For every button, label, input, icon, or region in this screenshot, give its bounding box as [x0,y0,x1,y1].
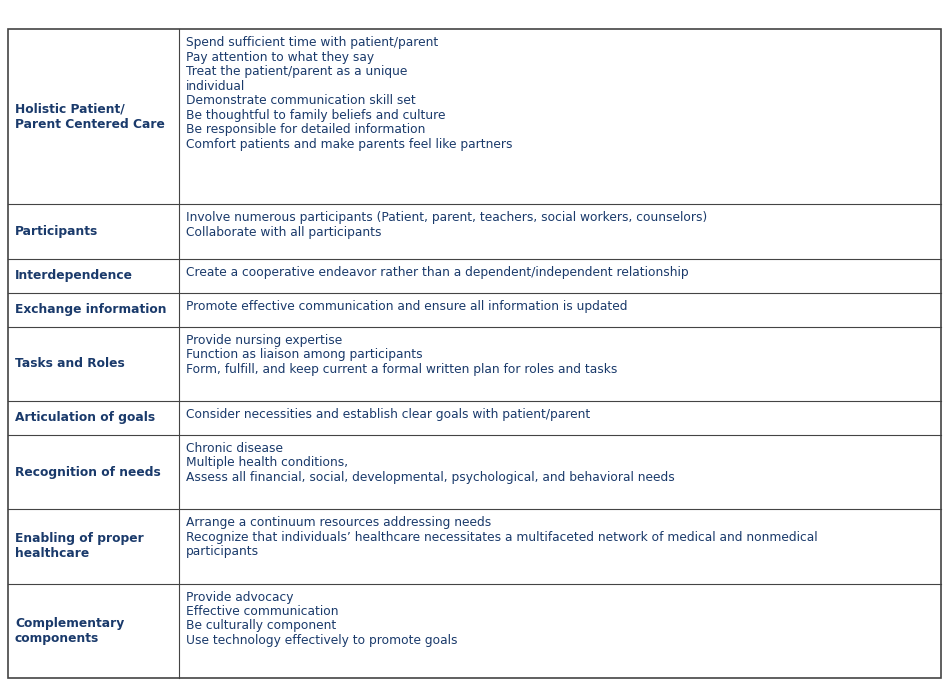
Text: Tasks and Roles: Tasks and Roles [15,357,124,370]
Text: Provide nursing expertise
Function as liaison among participants
Form, fulfill, : Provide nursing expertise Function as li… [186,333,617,375]
Text: Holistic Patient/
Parent Centered Care: Holistic Patient/ Parent Centered Care [15,103,165,131]
Text: Spend sufficient time with patient/parent
Pay attention to what they say
Treat t: Spend sufficient time with patient/paren… [186,36,512,151]
Text: Articulation of goals: Articulation of goals [15,412,155,425]
Text: Enabling of proper
healthcare: Enabling of proper healthcare [15,532,143,560]
Text: Exchange information: Exchange information [15,303,166,316]
Text: Consider necessities and establish clear goals with patient/parent: Consider necessities and establish clear… [186,408,590,421]
Text: Involve numerous participants (Patient, parent, teachers, social workers, counse: Involve numerous participants (Patient, … [186,211,707,239]
Text: Create a cooperative endeavor rather than a dependent/independent relationship: Create a cooperative endeavor rather tha… [186,265,688,279]
Text: Recognition of needs: Recognition of needs [15,466,160,479]
Text: Interdependence: Interdependence [15,269,133,282]
Text: Participants: Participants [15,225,98,238]
Text: Arrange a continuum resources addressing needs
Recognize that individuals’ healt: Arrange a continuum resources addressing… [186,516,817,558]
Text: Promote effective communication and ensure all information is updated: Promote effective communication and ensu… [186,300,627,313]
Text: Complementary
components: Complementary components [15,617,124,645]
Text: Chronic disease
Multiple health conditions,
Assess all financial, social, develo: Chronic disease Multiple health conditio… [186,442,675,484]
Text: Provide advocacy
Effective communication
Be culturally component
Use technology : Provide advocacy Effective communication… [186,591,457,647]
